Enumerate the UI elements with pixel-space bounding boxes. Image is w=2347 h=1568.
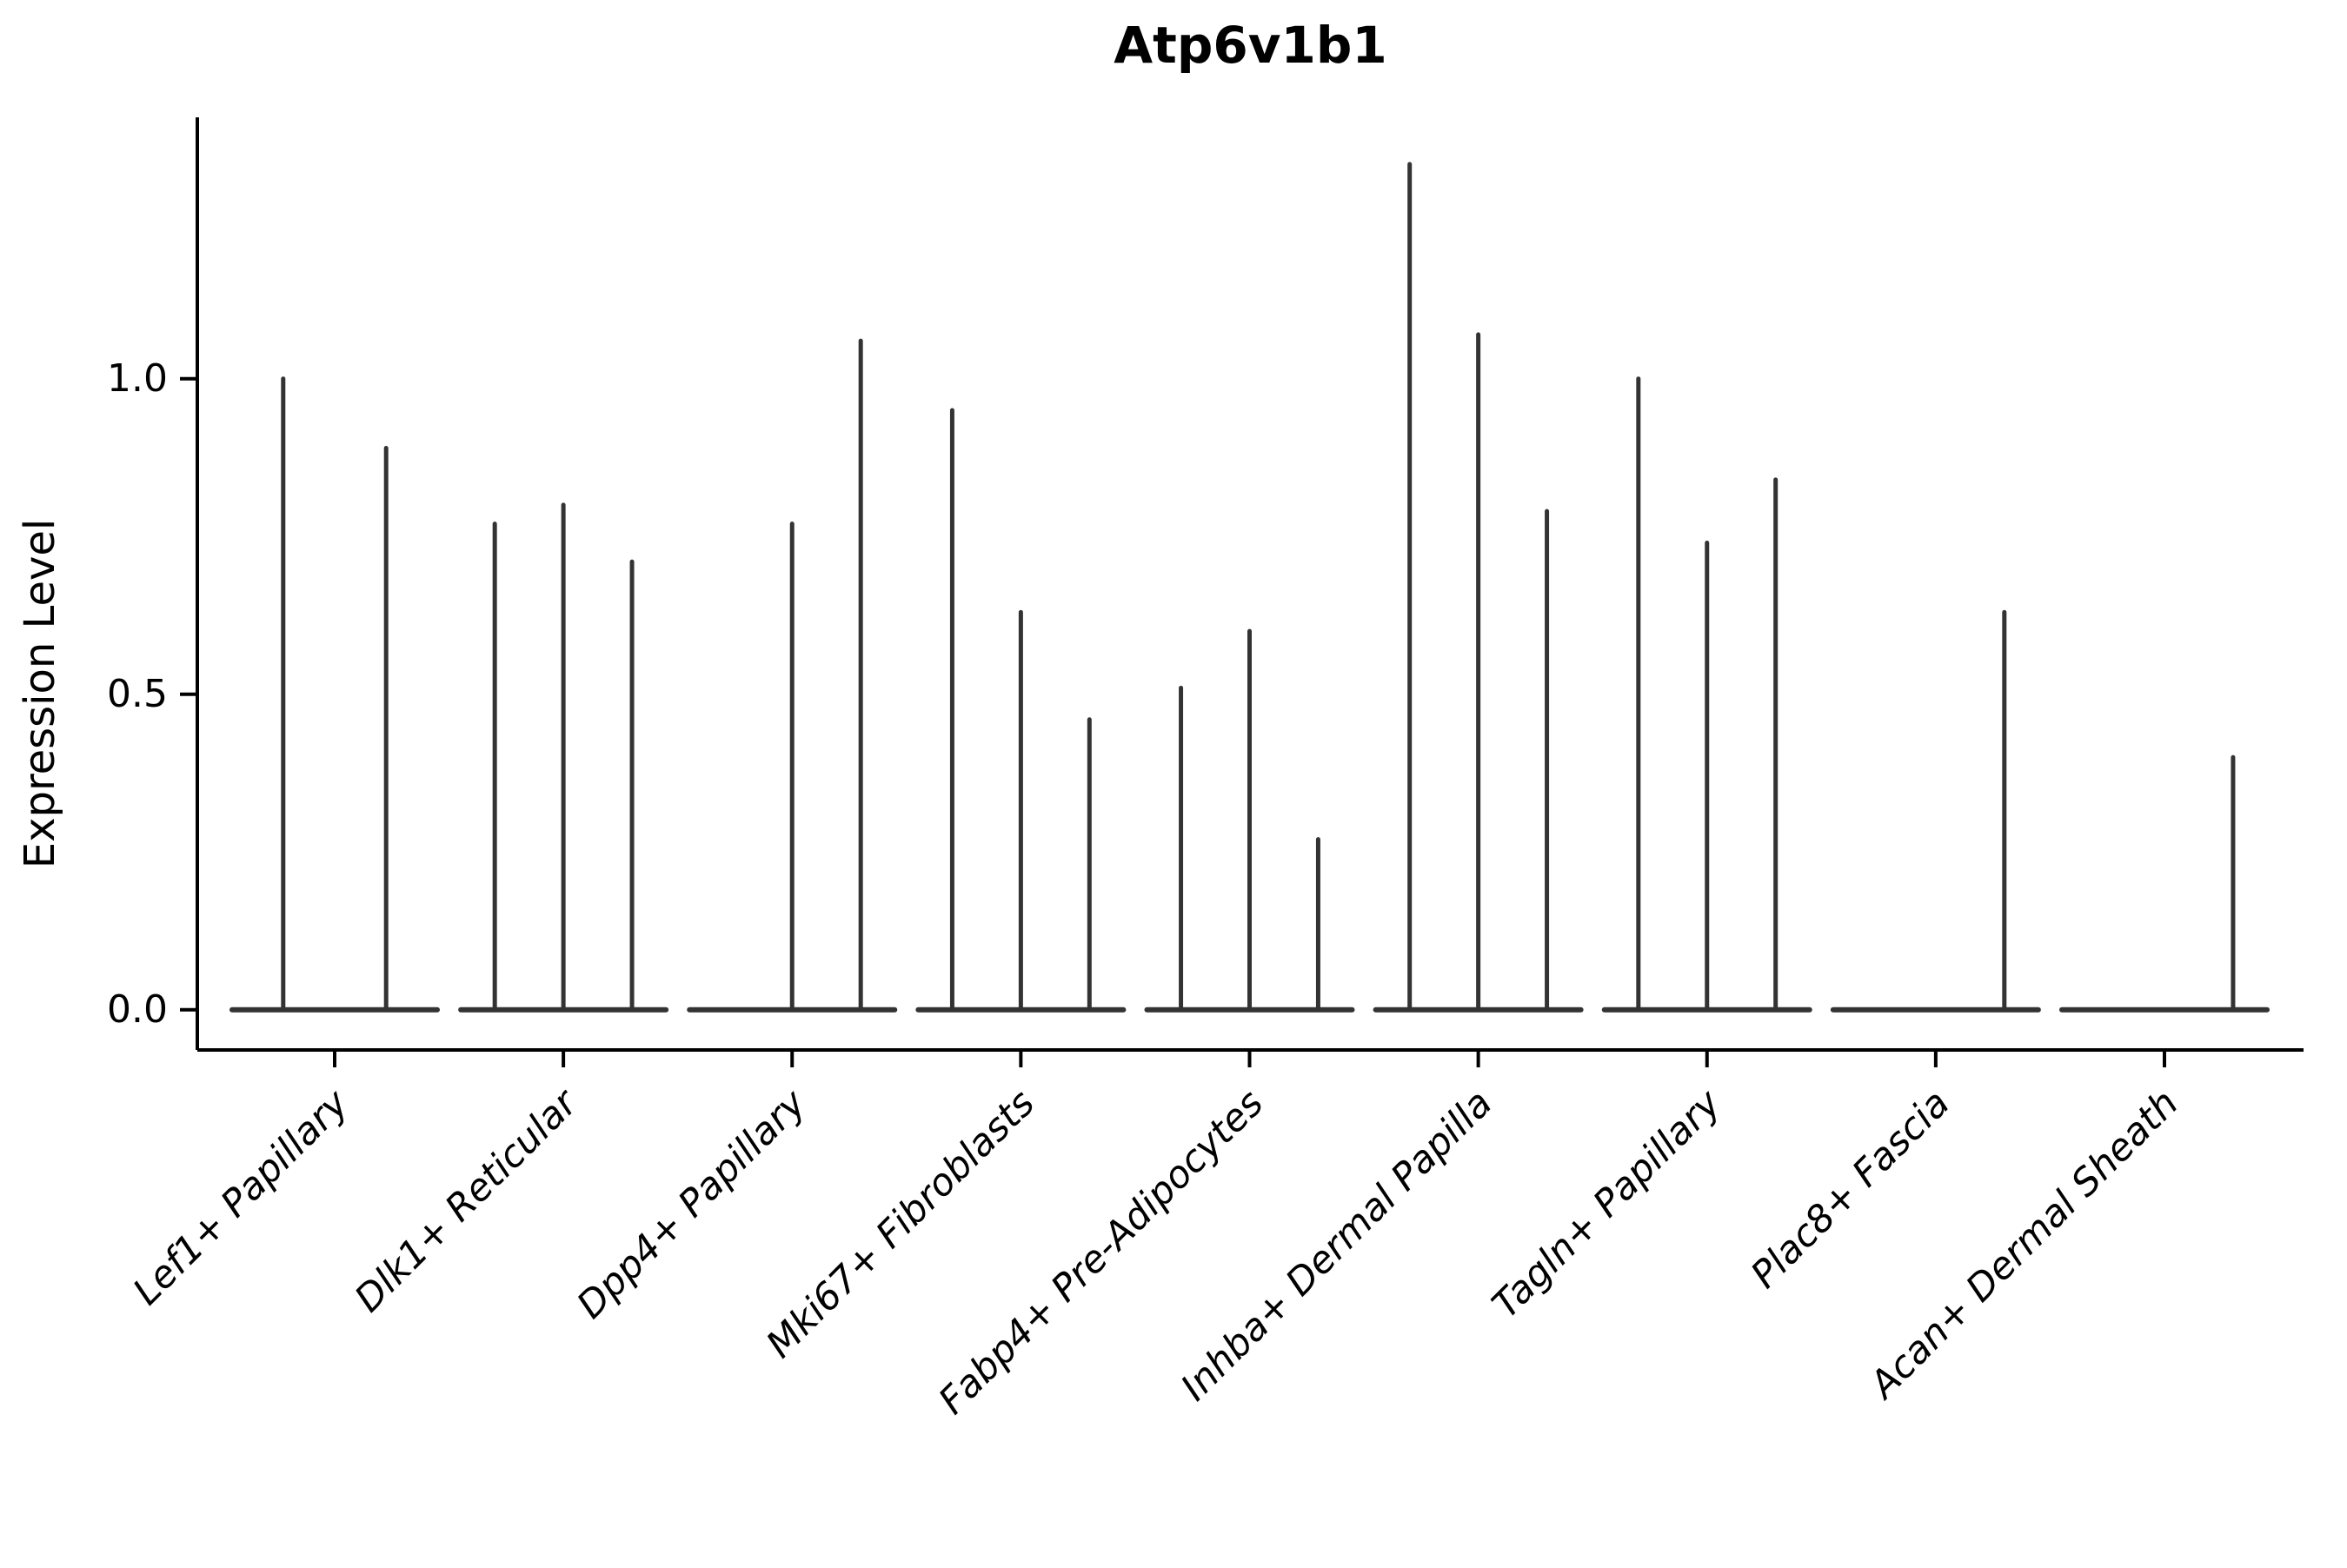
y-tick-label: 0.0 bbox=[107, 987, 168, 1032]
x-tick-label: Plac8+ Fascia bbox=[1743, 1081, 1958, 1297]
x-tick-label: Lef1+ Papillary bbox=[125, 1081, 357, 1313]
x-tick-label: Tagln+ Papillary bbox=[1484, 1081, 1730, 1327]
chart-title: Atp6v1b1 bbox=[1114, 16, 1387, 75]
y-axis-title: Expression Level bbox=[16, 519, 64, 869]
y-tick-label: 1.0 bbox=[107, 356, 168, 401]
x-tick-label: Dpp4+ Papillary bbox=[568, 1081, 814, 1327]
y-tick-label: 0.5 bbox=[107, 672, 168, 716]
x-tick-label: Dlk1+ Reticular bbox=[347, 1080, 588, 1321]
